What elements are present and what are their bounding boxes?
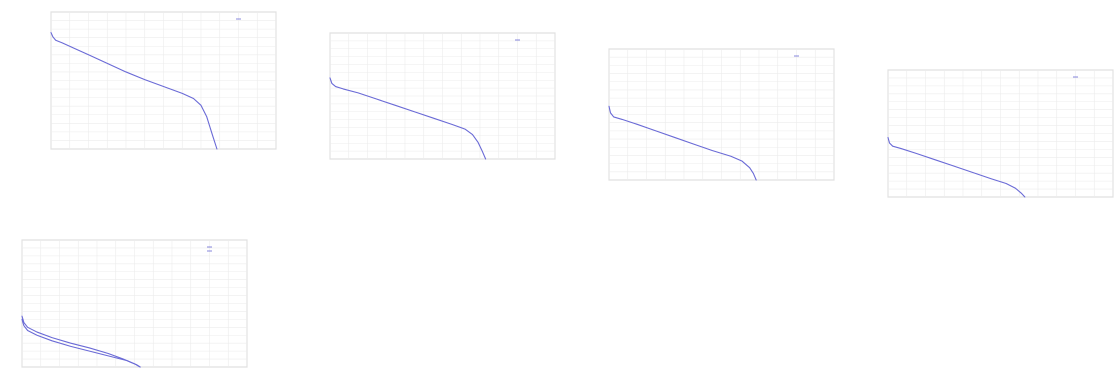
chart-panel-5 bbox=[17, 239, 262, 376]
series-line-1 bbox=[887, 136, 1026, 198]
chart-panel-3 bbox=[604, 48, 849, 199]
chart-panel-2 bbox=[325, 32, 570, 178]
chart-svg-4 bbox=[887, 69, 1114, 198]
chart-svg-1 bbox=[50, 11, 277, 150]
series-line-1 bbox=[329, 77, 487, 160]
chart-svg-2 bbox=[329, 32, 556, 160]
series-line-2 bbox=[21, 315, 141, 368]
chart-panel-4 bbox=[883, 69, 1118, 215]
chart-svg-3 bbox=[608, 48, 835, 181]
chart-panel-1 bbox=[46, 11, 291, 167]
series-line-1 bbox=[50, 31, 218, 150]
chart-svg-5 bbox=[21, 239, 248, 368]
series-line-1 bbox=[608, 105, 757, 181]
